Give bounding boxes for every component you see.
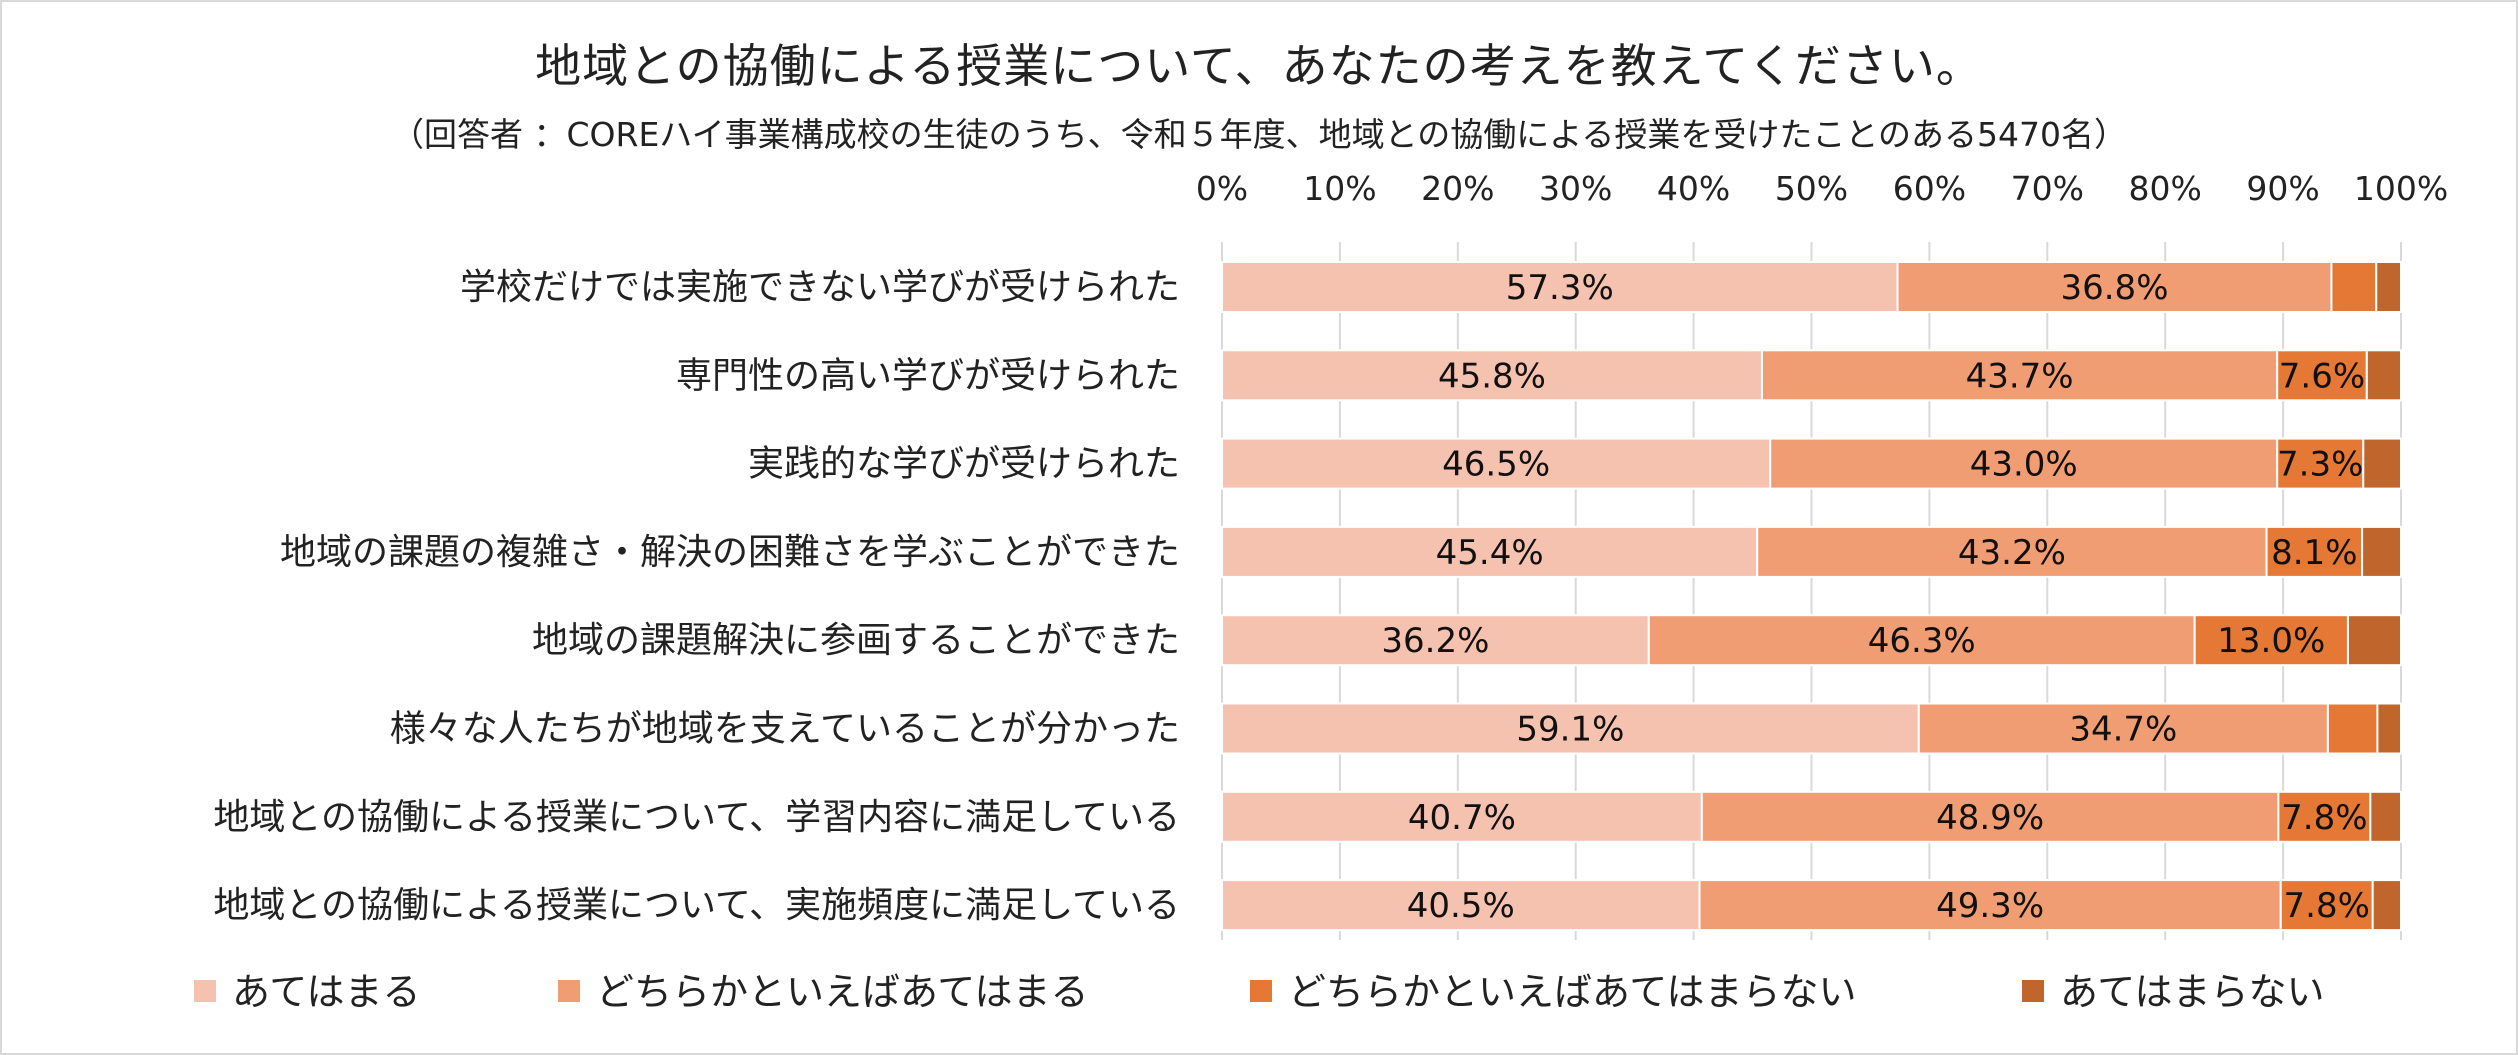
category-labels: 学校だけでは実施できない学びが受けられた専門性の高い学びが受けられた実践的な学び… (213, 267, 1180, 926)
bar-segment (1698, 879, 2282, 932)
x-tick-label: 90% (2246, 169, 2319, 208)
bar-segment (1756, 525, 2268, 578)
data-label: 7.6% (2279, 356, 2365, 396)
bar-segment (2369, 790, 2402, 843)
category-label: 様々な人たちが地域を支えていることが分かった (390, 709, 1180, 750)
data-label: 45.4% (1436, 533, 1544, 573)
data-label: 36.8% (2060, 268, 2168, 308)
bar-segment (2361, 525, 2403, 578)
legend-label: あてはまる (232, 970, 420, 1014)
bar-segment (1221, 614, 1650, 667)
legend-swatch (2022, 980, 2044, 1002)
data-label: 7.8% (2281, 798, 2367, 838)
bar-segment (2276, 437, 2365, 490)
data-label: 43.7% (1966, 356, 2074, 396)
legend-swatch (558, 980, 580, 1002)
data-label: 45.8% (1438, 356, 1546, 396)
bar-segment (2279, 879, 2374, 932)
bar-segment (2362, 437, 2402, 490)
bar-segment (1221, 525, 1759, 578)
data-label: 36.2% (1381, 621, 1489, 661)
data-label: 48.9% (1936, 798, 2044, 838)
category-label: 実践的な学びが受けられた (748, 444, 1180, 485)
x-tick-label: 60% (1893, 169, 1966, 208)
bar-segment (2375, 261, 2402, 313)
x-tick-label: 40% (1657, 169, 1730, 208)
data-label: 40.5% (1407, 886, 1515, 926)
legend: あてはまる どちらかといえばあてはまる どちらかといえばあてはまらない あてはまらない (194, 970, 2324, 1014)
category-label: 学校だけでは実施できない学びが受けられた (460, 267, 1180, 308)
legend-label: どちらかといえばあてはまる (596, 970, 1088, 1014)
category-label: 地域との協働による授業について、実施頻度に満足している (213, 885, 1180, 926)
data-label: 43.2% (1958, 533, 2066, 573)
x-tick-label: 70% (2011, 169, 2084, 208)
bar-segment (1221, 702, 1920, 755)
bar-segment (2326, 702, 2379, 755)
x-tick-label: 10% (1303, 169, 1376, 208)
data-label: 40.7% (1408, 798, 1516, 838)
data-label: 46.5% (1442, 445, 1550, 485)
bar-segment (1221, 349, 1763, 402)
legend-swatch (194, 980, 216, 1002)
chart-title: 地域との協働による授業について、あなたの考えを教えてください。 (535, 39, 1983, 93)
bar-segment (2376, 702, 2402, 755)
data-label: 7.8% (2284, 886, 2370, 926)
x-tick-label: 80% (2129, 169, 2202, 208)
data-label: 7.3% (2277, 445, 2363, 485)
bar-segment (2265, 525, 2364, 578)
data-label: 49.3% (1936, 886, 2044, 926)
bar-segment (2371, 879, 2403, 932)
bar-segment (1769, 437, 2279, 490)
data-label: 46.3% (1868, 621, 1976, 661)
category-label: 地域の課題の複雑さ・解決の困難さを学ぶことができた (280, 532, 1180, 573)
bar-segment (1917, 702, 2329, 755)
x-tick-label: 30% (1539, 169, 1612, 208)
x-axis-ticks: 0% 10% 20% 30% 40% 50% 60% 70% 80% 90% 100% (1196, 169, 2448, 208)
bar-segment (2346, 614, 2403, 667)
bar-segment (1647, 614, 2196, 667)
data-label: 59.1% (1516, 710, 1624, 750)
bar-segment (1700, 790, 2280, 843)
bars: 57.3% 36.8% 45.8% 43.7% 7.6% 46.5% 43.0% 7.3% 45… (1221, 261, 2403, 932)
data-label: 34.7% (2069, 710, 2177, 750)
x-tick-label: 50% (1775, 169, 1848, 208)
category-label: 専門性の高い学びが受けられた (676, 355, 1180, 396)
category-label: 地域との協働による授業について、学習内容に満足している (213, 797, 1180, 838)
legend-swatch (1250, 980, 1272, 1002)
bar-segment (2365, 349, 2403, 402)
legend-label: あてはまらない (2060, 970, 2324, 1014)
legend-label: どちらかといえばあてはまらない (1288, 970, 1856, 1014)
bar-segment (2276, 349, 2368, 402)
bar-segment (1221, 879, 1701, 932)
data-label: 13.0% (2217, 621, 2325, 661)
x-tick-label: 20% (1421, 169, 1494, 208)
bar-segment (1896, 261, 2333, 313)
chart-subtitle: （回答者 ：COREハイ事業構成校の生徒のうち、令和５年度、地域との協働による授… (391, 115, 2127, 154)
bar-segment (1760, 349, 2279, 402)
bar-segment (2330, 261, 2378, 313)
x-tick-label: 0% (1196, 169, 1248, 208)
data-label: 57.3% (1506, 268, 1614, 308)
data-label: 43.0% (1970, 445, 2078, 485)
data-label: 8.1% (2271, 533, 2357, 573)
x-tick-label: 100% (2354, 169, 2448, 208)
category-label: 地域の課題解決に参画することができた (532, 620, 1180, 661)
